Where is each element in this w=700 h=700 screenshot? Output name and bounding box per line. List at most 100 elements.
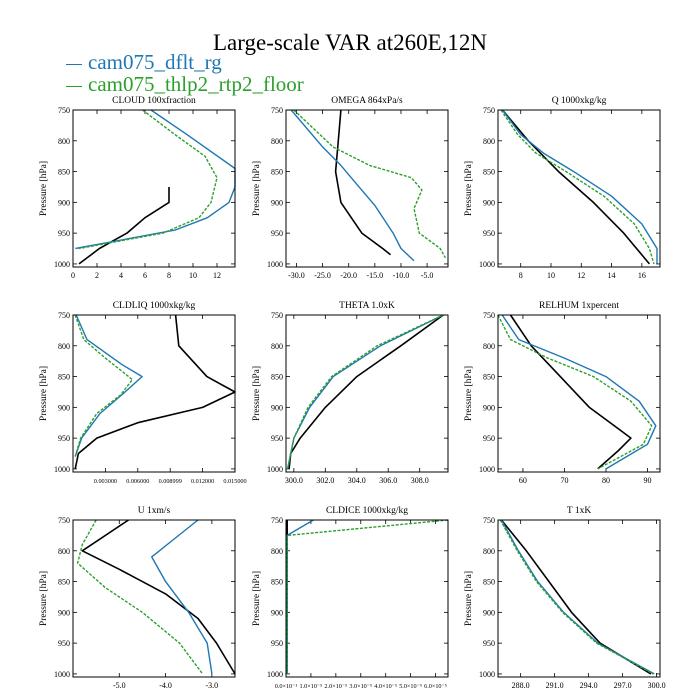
panel-8-ytick-label: 850 — [271, 578, 283, 587]
panel-8-ytick-label: 1000 — [267, 670, 283, 679]
panel-6-ytick-label: 850 — [483, 373, 495, 382]
panel-9-series-2-line — [500, 519, 655, 675]
panel-3-ytick-label: 900 — [483, 198, 495, 207]
panel-3-ylabel: Pressure [hPa] — [464, 161, 474, 216]
panel-7-ytick-label: 1000 — [54, 670, 70, 679]
panel-9-ytick-label: 1000 — [479, 670, 495, 679]
panel-8-title: CLDICE 1000xkg/kg — [326, 506, 408, 516]
panel-2-ytick-label: 850 — [271, 168, 283, 177]
panel-8-series-3-line — [286, 519, 449, 674]
panel-3-series-3-line — [500, 109, 655, 265]
panel-6-xtick-label: 80 — [602, 476, 610, 485]
panel-3-xtick-label: 16 — [638, 271, 646, 280]
panel-5-xtick-label: 302.0 — [316, 476, 334, 485]
panel-1-ytick-label: 1000 — [54, 260, 70, 269]
panel-6-series-2-line — [501, 314, 657, 470]
panel-9-xtick-label: 297.0 — [614, 681, 632, 690]
panel-6-xtick-label: 60 — [519, 476, 527, 485]
panel-2-ytick-label: 800 — [271, 137, 283, 146]
panel-9-xtick-label: 291.0 — [546, 681, 564, 690]
panel-5-xtick-label: 308.0 — [411, 476, 429, 485]
legend-line-1 — [66, 63, 82, 65]
panel-7-series-2-line — [150, 519, 213, 675]
panel-6-xtick-label: 90 — [644, 476, 652, 485]
panel-9-ytick-label: 850 — [483, 578, 495, 587]
panel-8-ytick-label: 900 — [271, 608, 283, 617]
panel-1-xtick-label: 0 — [71, 271, 75, 280]
panel-5-series-2-line — [286, 314, 444, 470]
panel-1-xtick-label: 10 — [189, 271, 197, 280]
panel-4-frame — [72, 314, 236, 473]
panel-9-xtick-label: 288.0 — [512, 681, 530, 690]
panel-7-ytick-label: 850 — [58, 578, 70, 587]
panel-7-xtick-label: -3.0 — [206, 681, 219, 690]
panel-6-series-1-line — [509, 314, 632, 470]
panel-7-ytick-label: 900 — [58, 608, 70, 617]
panel-1-xtick-label: 4 — [119, 271, 123, 280]
panel-4-ytick-label: 750 — [58, 311, 70, 320]
panel-4-ylabel: Pressure [hPa] — [39, 366, 49, 421]
panel-8-xtick-label: 5.0×10⁻⁵ — [399, 683, 422, 690]
panel-1-xtick-label: 12 — [213, 271, 221, 280]
panel-2-ytick-label: 900 — [271, 198, 283, 207]
panel-8-xtick-label: 1.0×10⁻⁵ — [300, 683, 323, 690]
panel-8-xtick-label: 3.0×10⁻⁵ — [349, 683, 372, 690]
panel-5-title: THETA 1.0xK — [339, 301, 395, 311]
panel-5-ytick-label: 850 — [271, 373, 283, 382]
panel-6-ytick-label: 1000 — [479, 465, 495, 474]
panel-4-ytick-label: 800 — [58, 342, 70, 351]
panel-6-ytick-label: 750 — [483, 311, 495, 320]
panel-9-ytick-label: 800 — [483, 547, 495, 556]
panel-2-series-2-line — [290, 109, 415, 262]
panel-6-ytick-label: 800 — [483, 342, 495, 351]
panel-4-xtick-label: 0.003000 — [94, 478, 117, 485]
panel-7-ytick-label: 750 — [58, 516, 70, 525]
panel-9-xtick-label: 294.0 — [580, 681, 598, 690]
panel-9-series-3-line — [499, 519, 654, 675]
panel-8-frame — [285, 519, 449, 678]
panel-5-series-3-line — [286, 314, 444, 470]
panel-9-xtick-label: 300.0 — [648, 681, 666, 690]
panel-8-ytick-label: 750 — [271, 516, 283, 525]
panel-1-xtick-label: 8 — [167, 271, 171, 280]
panel-5-frame — [285, 314, 449, 473]
panel-7-xtick-label: -5.0 — [113, 681, 126, 690]
figure-header: Large-scale VAR at260E,12N cam075_dflt_r… — [0, 0, 700, 100]
panel-9-frame — [497, 519, 661, 678]
panel-3-xtick-label: 8 — [519, 271, 523, 280]
panel-8-ytick-label: 950 — [271, 639, 283, 648]
panel-7-ytick-label: 950 — [58, 639, 70, 648]
panel-3-ytick-label: 950 — [483, 229, 495, 238]
panel-1-ytick-label: 900 — [58, 198, 70, 207]
panel-4-ytick-label: 950 — [58, 434, 70, 443]
panel-9-ytick-label: 900 — [483, 608, 495, 617]
panel-1-ytick-label: 750 — [58, 106, 70, 115]
panel-3-ytick-label: 1000 — [479, 260, 495, 269]
panel-4-xtick-label: 0.015000 — [223, 478, 246, 485]
panel-4-ytick-label: 850 — [58, 373, 70, 382]
panel-4-ytick-label: 1000 — [54, 465, 70, 474]
panel-8-series-2-line — [286, 519, 314, 674]
panel-8-xtick-label: 6.0×10⁻⁵ — [424, 683, 447, 690]
panel-4-series-1-line — [74, 314, 236, 470]
figure-title: Large-scale VAR at260E,12N — [212, 30, 488, 55]
panel-5-ylabel: Pressure [hPa] — [252, 366, 262, 421]
panel-6-ytick-label: 950 — [483, 434, 495, 443]
panel-9-ytick-label: 950 — [483, 639, 495, 648]
panel-7-title: U 1xm/s — [138, 506, 171, 516]
panel-5-ytick-label: 900 — [271, 403, 283, 412]
panel-1-title: CLOUD 100xfraction — [112, 95, 196, 106]
panel-3-title: Q 1000xkg/kg — [552, 96, 607, 106]
legend-item-2: cam075_thlp2_rtp2_floor — [66, 72, 304, 97]
panel-2-xtick-label: -5.0 — [421, 271, 434, 280]
panel-2-ytick-label: 1000 — [267, 260, 283, 269]
panel-7-series-1-line — [81, 519, 236, 675]
panel-1-series-1-line — [78, 187, 170, 265]
panel-2-ytick-label: 750 — [271, 106, 283, 115]
panel-2-frame — [285, 109, 449, 268]
panel-1-xtick-label: 2 — [95, 271, 99, 280]
panel-7-xtick-label: -4.0 — [159, 681, 172, 690]
panel-2-xtick-label: -20.0 — [340, 271, 357, 280]
panel-7-frame — [72, 519, 236, 678]
panel-9-series-1-line — [500, 519, 652, 675]
